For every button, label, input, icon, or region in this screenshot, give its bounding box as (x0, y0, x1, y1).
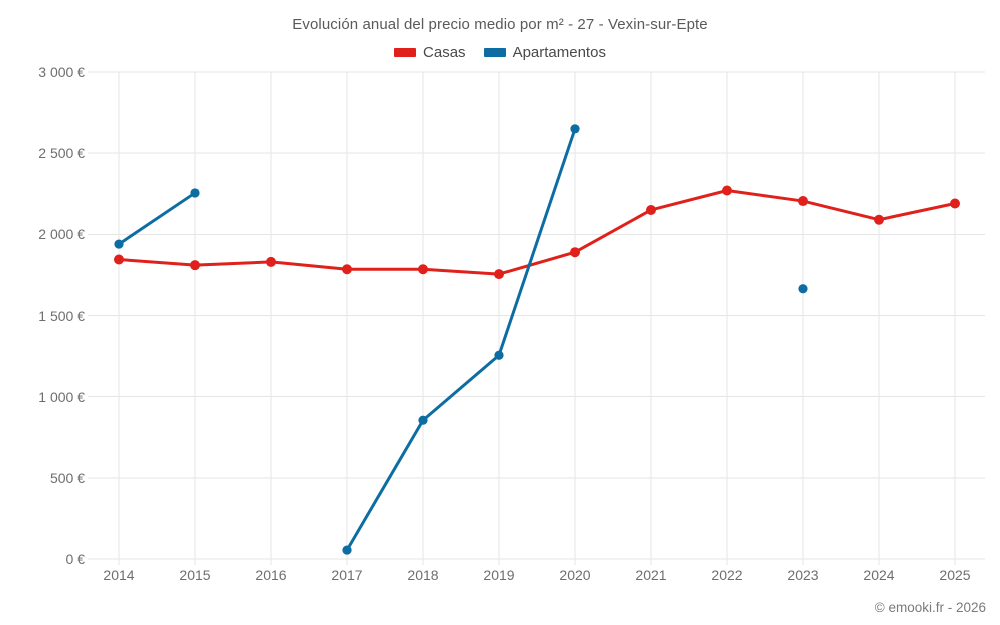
data-point[interactable] (342, 264, 352, 275)
legend-label-casas: Casas (423, 44, 466, 61)
data-point[interactable] (190, 260, 200, 271)
copyright-credit: © emooki.fr - 2026 (874, 600, 986, 615)
x-axis-tick-label: 2023 (787, 567, 819, 583)
x-axis-tick-label: 2024 (863, 567, 895, 583)
data-point[interactable] (418, 415, 428, 425)
series-line (117, 191, 197, 246)
series-line (345, 127, 577, 552)
series-apartamentos (114, 124, 808, 555)
x-axis-tick-label: 2014 (103, 567, 135, 583)
y-axis-tick-label: 3 000 € (38, 64, 85, 80)
x-axis-tick-label: 2022 (711, 567, 743, 583)
data-point[interactable] (190, 188, 200, 198)
x-axis-tick-label: 2015 (179, 567, 211, 583)
legend-item-casas[interactable]: Casas (394, 44, 466, 61)
x-axis-tick-label: 2020 (559, 567, 591, 583)
legend-label-apartamentos: Apartamentos (512, 44, 606, 61)
y-axis-labels: 0 € 500 € 1 000 € 1 500 € 2 000 € 2 500 € 3 00… (5, 0, 85, 625)
x-axis-tick-label: 2019 (483, 567, 515, 583)
x-axis-tick-label: 2021 (635, 567, 667, 583)
data-point[interactable] (342, 545, 352, 555)
data-point[interactable] (646, 204, 656, 215)
y-axis-tick-label: 2 500 € (38, 145, 85, 162)
y-axis-tick-label: 2 000 € (38, 226, 85, 243)
data-point[interactable] (874, 214, 884, 225)
x-axis-tick-label: 2017 (331, 567, 363, 583)
data-point[interactable] (722, 185, 732, 196)
series-line (117, 189, 957, 276)
y-axis-tick-label: 500 € (49, 469, 85, 486)
chart-title: Evolución anual del precio medio por m² … (292, 16, 708, 33)
legend-swatch-casas (394, 48, 417, 57)
data-point[interactable] (114, 254, 124, 265)
data-point[interactable] (798, 196, 808, 207)
data-point[interactable] (494, 269, 504, 280)
x-axis-tick-label: 2016 (255, 567, 287, 583)
y-axis-tick-label: 0 € (65, 551, 85, 567)
data-point[interactable] (266, 256, 276, 267)
data-point[interactable] (494, 350, 504, 360)
legend-item-apartamentos[interactable]: Apartamentos (483, 44, 606, 61)
y-axis-tick-label: 1 500 € (38, 307, 85, 324)
y-axis-tick-label: 1 000 € (38, 388, 85, 405)
legend-swatch-apartamentos (483, 48, 506, 57)
data-point[interactable] (570, 247, 580, 258)
chart-legend: Casas Apartamentos (0, 44, 1000, 61)
data-point[interactable] (418, 264, 428, 275)
data-point[interactable] (798, 284, 808, 294)
data-point[interactable] (570, 124, 580, 134)
x-axis-tick-label: 2025 (939, 567, 971, 583)
series-casas (114, 185, 960, 280)
x-axis-tick-label: 2018 (407, 567, 439, 583)
data-point[interactable] (114, 239, 124, 249)
data-point[interactable] (950, 198, 960, 209)
